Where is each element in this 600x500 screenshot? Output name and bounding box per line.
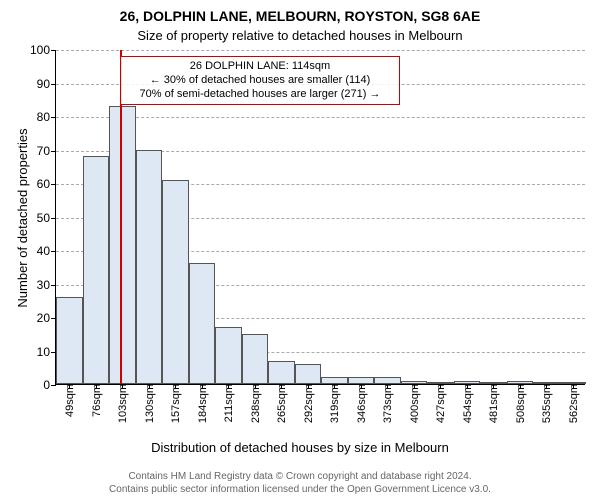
y-tick-label: 30 (37, 278, 56, 292)
attribution-footer: Contains HM Land Registry data © Crown c… (0, 471, 600, 496)
x-tick-label: 184sqm (195, 384, 209, 423)
y-tick-label: 100 (30, 43, 56, 57)
histogram-bar (215, 327, 242, 384)
histogram-bar (321, 377, 348, 384)
gridline (56, 50, 585, 51)
annotation-line: 26 DOLPHIN LANE: 114sqm (127, 60, 393, 74)
x-tick-label: 373sqm (380, 384, 394, 423)
x-tick-label: 211sqm (221, 384, 235, 422)
x-tick-label: 508sqm (513, 384, 527, 423)
annotation-line: ← 30% of detached houses are smaller (11… (127, 74, 393, 88)
x-tick-label: 292sqm (301, 384, 315, 423)
footer-line-1: Contains HM Land Registry data © Crown c… (0, 471, 600, 484)
chart-subtitle: Size of property relative to detached ho… (0, 28, 600, 43)
histogram-bar (56, 297, 83, 384)
histogram-bar (189, 263, 216, 384)
x-tick-label: 427sqm (433, 384, 447, 423)
histogram-bar (136, 150, 163, 385)
x-tick-label: 400sqm (407, 384, 421, 423)
x-tick-label: 76sqm (89, 384, 103, 417)
x-tick-label: 481sqm (486, 384, 500, 423)
y-tick-label: 10 (37, 345, 56, 359)
x-tick-label: 454sqm (460, 384, 474, 423)
y-tick-label: 80 (37, 110, 56, 124)
y-tick-label: 0 (43, 378, 56, 392)
x-tick-label: 103sqm (115, 384, 129, 423)
histogram-bar (162, 180, 189, 384)
y-tick-label: 90 (37, 77, 56, 91)
x-axis-label: Distribution of detached houses by size … (0, 440, 600, 455)
histogram-bar (295, 364, 322, 384)
x-tick-label: 535sqm (539, 384, 553, 423)
x-tick-label: 130sqm (142, 384, 156, 423)
histogram-bar (242, 334, 269, 384)
y-tick-label: 50 (37, 211, 56, 225)
footer-line-2: Contains public sector information licen… (0, 484, 600, 497)
histogram-bar (83, 156, 110, 384)
histogram-bar (109, 106, 136, 384)
y-tick-label: 40 (37, 244, 56, 258)
x-tick-label: 562sqm (566, 384, 580, 423)
x-tick-label: 319sqm (327, 384, 341, 423)
y-tick-label: 20 (37, 311, 56, 325)
chart-title-address: 26, DOLPHIN LANE, MELBOURN, ROYSTON, SG8… (0, 8, 600, 24)
histogram-bar (268, 361, 295, 384)
x-tick-label: 157sqm (168, 384, 182, 423)
histogram-bar (348, 377, 375, 384)
annotation-line: 70% of semi-detached houses are larger (… (127, 88, 393, 102)
annotation-box: 26 DOLPHIN LANE: 114sqm← 30% of detached… (120, 56, 400, 105)
x-tick-label: 346sqm (354, 384, 368, 423)
x-tick-label: 238sqm (248, 384, 262, 423)
x-tick-label: 265sqm (274, 384, 288, 423)
y-tick-label: 70 (37, 144, 56, 158)
property-size-histogram: 26, DOLPHIN LANE, MELBOURN, ROYSTON, SG8… (0, 0, 600, 500)
x-tick-label: 49sqm (62, 384, 76, 417)
y-axis-label: Number of detached properties (15, 128, 30, 307)
histogram-bar (374, 377, 401, 384)
y-tick-label: 60 (37, 177, 56, 191)
